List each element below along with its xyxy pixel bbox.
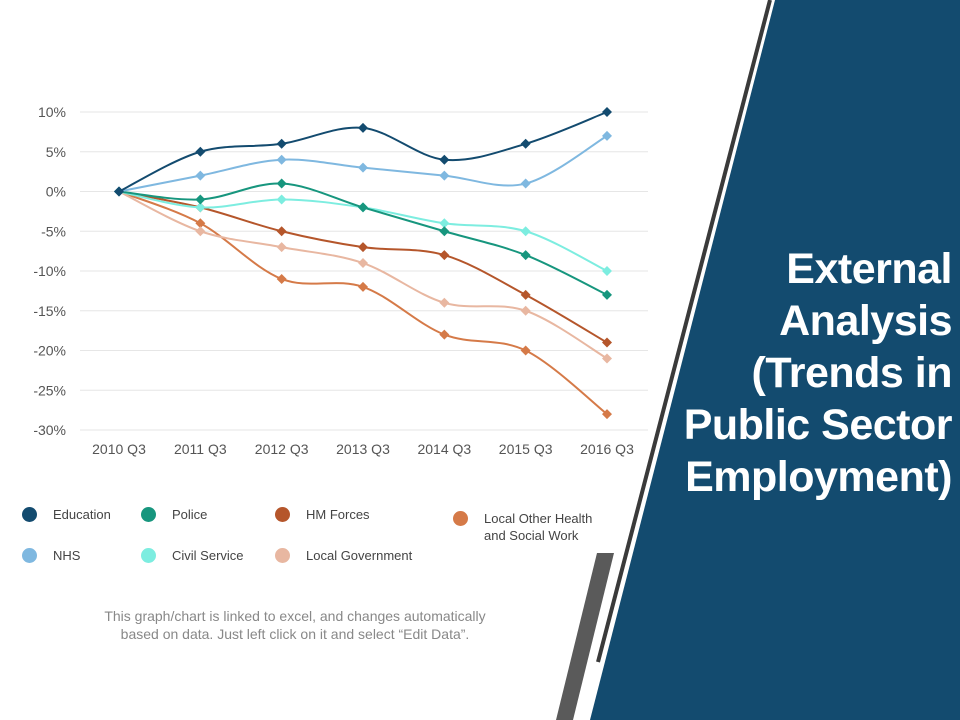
x-tick-label: 2014 Q3 (417, 441, 471, 457)
data-point-education (195, 146, 206, 157)
legend-item-education: Education (22, 506, 111, 523)
data-point-local-government (602, 353, 612, 364)
slide-title: External Analysis (Trends in Public Sect… (652, 243, 953, 503)
gray-stripe (556, 553, 614, 720)
y-tick-label: 0% (46, 184, 66, 200)
divider-line (596, 0, 772, 663)
x-tick-label: 2010 Q3 (92, 441, 146, 457)
title-line: External (786, 245, 952, 293)
note-line: based on data. Just left click on it and… (120, 626, 470, 642)
data-point-education (439, 154, 450, 165)
title-line: Employment) (685, 453, 952, 501)
legend-label: Local Government (306, 548, 413, 563)
data-point-police (358, 202, 368, 213)
data-point-nhs (602, 130, 612, 141)
chart-note: This graph/chart is linked to excel, and… (60, 607, 530, 643)
data-point-civil-service (439, 218, 450, 229)
legend-dot (22, 548, 37, 563)
data-point-civil-service (276, 194, 287, 205)
legend-item-hm-forces: HM Forces (275, 506, 370, 523)
title-line: Public Sector (683, 401, 953, 449)
data-point-local-government (195, 226, 206, 237)
data-point-local-government (439, 297, 450, 308)
data-point-education (602, 107, 612, 117)
legend-dot (453, 511, 468, 526)
series-line-local-other-health-and-social-work (118, 190, 608, 415)
x-tick-label: 2015 Q3 (499, 441, 553, 457)
series-line-local-government (118, 190, 608, 360)
data-point-local-government (520, 305, 531, 316)
data-point-local-government (358, 258, 368, 269)
x-tick-label: 2011 Q3 (174, 441, 227, 457)
data-point-nhs (276, 154, 287, 165)
data-point-civil-service (520, 226, 531, 237)
data-point-hm-forces (602, 337, 612, 348)
title-line: (Trends in (751, 349, 953, 397)
x-tick-label: 2016 Q3 (580, 441, 634, 457)
data-point-nhs (358, 162, 368, 173)
data-point-local-other-health-and-social-work (195, 218, 206, 229)
legend-label: Police (172, 507, 208, 522)
data-point-nhs (520, 178, 531, 189)
y-tick-label: -5% (41, 223, 66, 239)
legend-item-nhs: NHS (22, 547, 80, 564)
legend-dot (275, 507, 290, 522)
data-point-local-other-health-and-social-work (602, 409, 612, 420)
data-point-education (276, 138, 287, 149)
data-point-police (195, 194, 206, 205)
y-tick-label: -30% (33, 422, 66, 438)
data-point-hm-forces (358, 242, 368, 253)
data-point-civil-service (602, 266, 612, 276)
legend-dot (275, 548, 290, 563)
data-point-civil-service (195, 202, 206, 213)
data-point-police (276, 178, 287, 189)
data-point-police (602, 289, 612, 300)
data-point-police (439, 226, 450, 237)
legend-label: NHS (53, 548, 81, 563)
legend-dot (141, 507, 156, 522)
blue-panel (590, 0, 960, 720)
data-point-education (358, 122, 368, 133)
x-tick-label: 2013 Q3 (336, 441, 390, 457)
y-tick-label: -25% (33, 382, 66, 398)
data-point-hm-forces (439, 250, 450, 261)
data-point-local-other-health-and-social-work (276, 273, 287, 284)
y-tick-label: -15% (33, 303, 66, 319)
legend-item-local-government: Local Government (275, 547, 412, 564)
series-line-police (118, 182, 608, 296)
legend-item-local-other-health: Local Other Health and Social Work (453, 510, 613, 544)
data-point-hm-forces (520, 289, 531, 300)
data-point-education (520, 138, 531, 149)
y-tick-label: -20% (33, 343, 66, 359)
y-tick-label: -10% (33, 263, 66, 279)
legend-label: HM Forces (306, 507, 370, 522)
legend-label: Local Other Health and Social Work (484, 511, 593, 543)
legend-item-civil-service: Civil Service (141, 547, 244, 564)
legend-dot (22, 507, 37, 522)
data-point-local-government (276, 242, 287, 253)
legend-dot (141, 548, 156, 563)
legend-item-police: Police (141, 506, 207, 523)
x-tick-label: 2012 Q3 (255, 441, 309, 457)
data-point-education (114, 186, 124, 197)
data-point-hm-forces (276, 226, 287, 237)
data-point-local-other-health-and-social-work (520, 345, 531, 356)
data-point-nhs (195, 170, 206, 181)
legend-label: Civil Service (172, 548, 244, 563)
data-point-nhs (439, 170, 450, 181)
data-point-local-other-health-and-social-work (439, 329, 450, 340)
data-point-police (520, 250, 531, 261)
y-tick-label: 5% (46, 144, 66, 160)
title-line: Analysis (779, 297, 952, 345)
legend-label: Education (53, 507, 111, 522)
data-point-local-other-health-and-social-work (358, 281, 368, 292)
y-tick-label: 10% (38, 104, 66, 120)
note-line: This graph/chart is linked to excel, and… (104, 608, 486, 624)
